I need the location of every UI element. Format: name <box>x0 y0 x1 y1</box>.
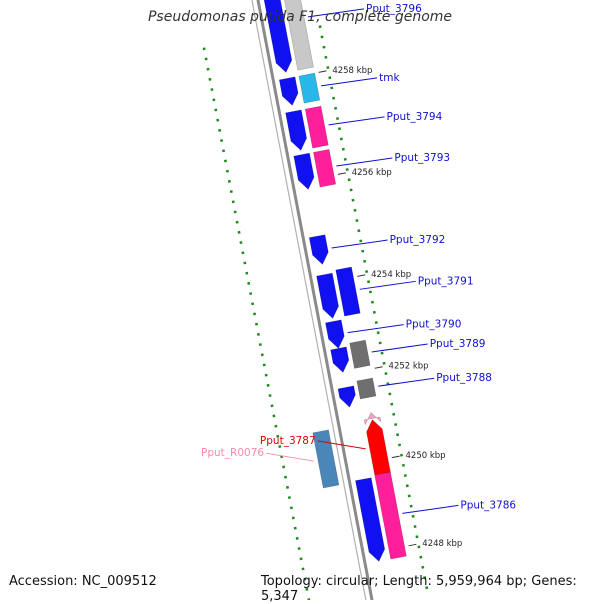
gene-label-pput_3788[interactable]: Pput_3788 <box>436 372 492 384</box>
gene-feature-tmk[interactable] <box>279 77 298 105</box>
gene-label-pput_3794[interactable]: Pput_3794 <box>387 111 443 123</box>
gene-feature-pput_3791[interactable] <box>336 267 360 316</box>
gene-label-pput_3793[interactable]: Pput_3793 <box>394 152 450 164</box>
gene-feature-pput_3793[interactable] <box>313 149 335 187</box>
gene-label-leader <box>372 344 428 352</box>
kbp-tick <box>319 71 327 72</box>
gene-feature-pput_3794[interactable] <box>286 110 307 150</box>
gene-feature-pput_3788[interactable] <box>357 378 376 399</box>
kbp-tick-label: 4256 kbp <box>352 168 392 178</box>
gene-feature-pput_3787[interactable] <box>367 420 391 475</box>
gene-feature-pput_3794[interactable] <box>305 106 328 148</box>
gene-label-pput_3789[interactable]: Pput_3789 <box>430 338 486 350</box>
gene-feature-tmk[interactable] <box>299 73 320 103</box>
gene-label-leader <box>348 325 404 333</box>
gene-feature-pput_3790[interactable] <box>325 320 344 348</box>
gene-label-tmk[interactable]: tmk <box>379 72 400 84</box>
gene-label-pput_3787[interactable]: Pput_3787 <box>260 435 316 447</box>
kbp-tick-label: 4258 kbp <box>332 66 372 76</box>
gene-label-leader <box>321 78 377 86</box>
gene-label-pput_3786[interactable]: Pput_3786 <box>460 499 516 511</box>
kbp-tick-label: 4248 kbp <box>422 539 462 549</box>
map-title: Pseudomonas putida F1, complete genome <box>0 9 600 25</box>
gene-label-layer: Pput_3796tmkPput_3794Pput_3793Pput_3792P… <box>201 3 516 514</box>
gene-label-pput_3791[interactable]: Pput_3791 <box>418 275 474 287</box>
gene-label-pput_r0076[interactable]: Pput_R0076 <box>201 447 264 459</box>
gene-label-pput_3790[interactable]: Pput_3790 <box>406 319 462 331</box>
gene-feature-pput_3788[interactable] <box>338 386 355 407</box>
gene-feature-pput_3792[interactable] <box>309 235 328 265</box>
kbp-tick <box>338 173 346 174</box>
kbp-tick <box>409 544 417 545</box>
kbp-tick <box>357 275 365 276</box>
accession-text: Accession: NC_009512 <box>9 574 157 589</box>
gene-feature-pput_3789[interactable] <box>331 347 349 372</box>
gene-label-leader <box>378 378 434 386</box>
kbp-tick-label: 4250 kbp <box>406 451 446 461</box>
kbp-tick-label: 4252 kbp <box>389 362 429 372</box>
gene-label-pput_3792[interactable]: Pput_3792 <box>390 234 446 246</box>
kbp-tick <box>375 367 383 368</box>
gene-feature-pput_3789[interactable] <box>350 340 371 368</box>
kbp-tick <box>392 456 400 457</box>
gene-label-leader <box>266 453 314 461</box>
kbp-tick-label: 4254 kbp <box>371 270 411 280</box>
gene-feature-pput_3791[interactable] <box>317 273 339 318</box>
gene-feature-pput_3793[interactable] <box>294 153 314 189</box>
